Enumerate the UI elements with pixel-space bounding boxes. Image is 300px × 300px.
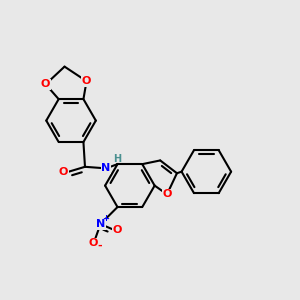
Text: -: -	[98, 241, 102, 251]
Text: O: O	[89, 238, 98, 248]
Text: O: O	[58, 167, 68, 177]
Text: O: O	[113, 225, 122, 235]
Text: H: H	[113, 154, 121, 164]
Text: O: O	[82, 76, 91, 86]
Text: +: +	[103, 214, 110, 223]
Text: O: O	[162, 189, 172, 199]
Text: N: N	[96, 219, 105, 229]
Text: O: O	[41, 79, 50, 89]
Text: N: N	[101, 164, 111, 173]
